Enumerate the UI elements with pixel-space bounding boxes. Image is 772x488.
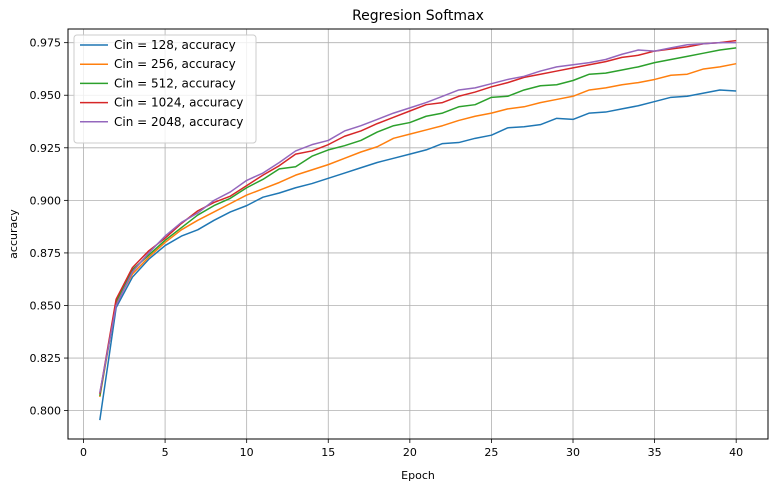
y-tick-label: 0.975 [30,37,62,50]
y-tick-label: 0.875 [30,247,62,260]
x-tick-label: 15 [321,446,335,459]
series-line-4 [99,41,737,393]
series-line-1 [99,62,737,398]
x-tick-label: 20 [403,446,417,459]
series-layer [99,39,737,421]
legend-label-2: Cin = 512, accuracy [114,76,236,90]
legend-label-1: Cin = 256, accuracy [114,57,236,71]
plot-area-frame [67,28,769,440]
legend: Cin = 128, accuracy Cin = 256, accuracy Ci… [73,34,257,144]
y-tick-label: 0.950 [30,89,62,102]
x-axis-label: Epoch [401,469,435,482]
x-axis-ticks: 0 5 10 15 20 25 30 35 40 [80,439,743,459]
legend-label-3: Cin = 1024, accuracy [114,96,243,110]
legend-label-0: Cin = 128, accuracy [114,38,236,52]
y-tick-label: 0.925 [30,142,62,155]
legend-label-4: Cin = 2048, accuracy [114,115,243,129]
x-tick-label: 25 [484,446,498,459]
y-axis-ticks: 0.800 0.825 0.850 0.875 0.900 0.925 0.950 0.975 [30,37,68,418]
series-line-0 [99,89,737,421]
legend-frame [73,34,257,144]
y-tick-label: 0.850 [30,299,62,312]
x-tick-label: 5 [162,446,169,459]
chart-title: Regresion Softmax [352,8,484,24]
x-tick-label: 35 [648,446,662,459]
series-line-2 [99,47,737,397]
x-tick-label: 40 [729,446,743,459]
y-axis-label: accuracy [7,209,20,259]
x-tick-label: 10 [240,446,254,459]
y-tick-label: 0.800 [30,405,62,418]
x-tick-label: 30 [566,446,580,459]
x-tick-label: 0 [80,446,87,459]
y-tick-label: 0.825 [30,352,62,365]
y-tick-label: 0.900 [30,194,62,207]
